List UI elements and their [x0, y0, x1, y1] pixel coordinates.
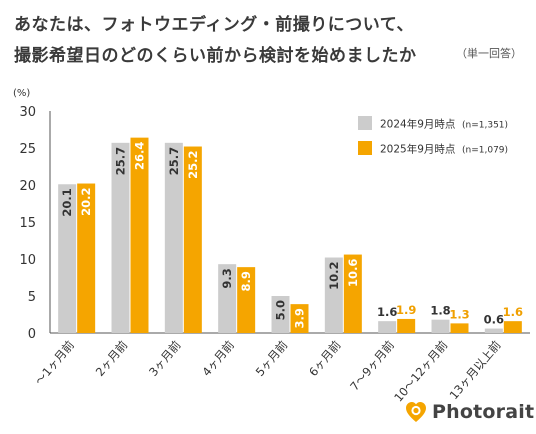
y-tick-label: 10: [19, 253, 36, 268]
data-label: 9.3: [220, 268, 234, 288]
legend-label: 2025年9月時点: [380, 143, 455, 156]
y-tick-label: 20: [19, 179, 36, 194]
bar: [218, 264, 237, 333]
bar: [343, 254, 362, 333]
bar: [58, 184, 77, 333]
y-axis-unit-label: (%): [13, 88, 30, 99]
data-label: 25.2: [186, 151, 200, 179]
legend-swatch: [358, 141, 372, 155]
bar: [503, 321, 522, 333]
brand-name: Photorait: [432, 401, 535, 423]
bar: [77, 183, 96, 333]
x-tick-label: 3ヶ月前: [146, 338, 184, 379]
x-tick-label: 6ヶ月前: [306, 338, 344, 379]
y-tick-label: 30: [19, 105, 36, 120]
bar: [111, 142, 130, 333]
data-label: 20.2: [79, 188, 93, 216]
data-label: 20.1: [60, 188, 74, 216]
data-label: 10.2: [327, 262, 341, 290]
brand-heart-icon: [406, 402, 426, 422]
x-tick-label: 7～9ヶ月前: [347, 338, 397, 393]
data-label: 26.4: [133, 142, 147, 170]
bar: [164, 142, 183, 333]
x-tick-label: 13ヶ月以上前: [447, 338, 504, 402]
data-label: 3.9: [293, 308, 307, 328]
legend-sample-size: (n=1,079): [462, 146, 508, 156]
bar: [130, 137, 149, 333]
bar: [431, 319, 450, 333]
legend-sample-size: (n=1,351): [462, 121, 508, 131]
data-label: 1.3: [449, 307, 469, 321]
y-tick-label: 15: [19, 216, 36, 231]
y-tick-label: 0: [28, 327, 36, 342]
bar: [450, 323, 469, 333]
y-tick-label: 5: [28, 290, 36, 305]
x-tick-label: 2ヶ月前: [93, 338, 131, 379]
y-tick-label: 25: [19, 142, 36, 157]
data-label: 25.7: [167, 147, 181, 175]
data-label: 25.7: [114, 147, 128, 175]
data-label: 1.6: [503, 305, 523, 319]
chart-title-line-1: あなたは、フォトウエディング・前撮りについて、: [14, 15, 414, 35]
chart-title-line-2: 撮影希望日のどのくらい前から検討を始めましたか: [14, 46, 417, 66]
bar: [271, 296, 290, 333]
bar: [397, 318, 416, 333]
bar: [237, 267, 256, 333]
x-tick-label: 5ヶ月前: [253, 338, 291, 379]
x-tick-label: 10～12ヶ月前: [391, 338, 450, 405]
answer-type-note: （単一回答）: [456, 47, 522, 60]
brand-logo: Photorait: [404, 400, 534, 424]
bar: [183, 146, 202, 333]
data-label: 8.9: [239, 271, 253, 291]
data-label: 1.6: [377, 305, 397, 319]
bar: [324, 257, 343, 333]
x-tick-label: ～1ヶ月前: [32, 338, 77, 388]
data-label: 0.6: [484, 313, 504, 327]
bar: [484, 328, 503, 333]
legend-label: 2024年9月時点: [380, 118, 455, 131]
data-label: 1.9: [396, 303, 416, 317]
bar: [378, 321, 397, 333]
data-label: 1.8: [430, 304, 450, 318]
data-label: 10.6: [346, 259, 360, 287]
data-label: 5.0: [274, 300, 288, 320]
bar: [290, 304, 309, 333]
x-tick-label: 4ヶ月前: [199, 338, 237, 379]
legend-swatch: [358, 116, 372, 130]
